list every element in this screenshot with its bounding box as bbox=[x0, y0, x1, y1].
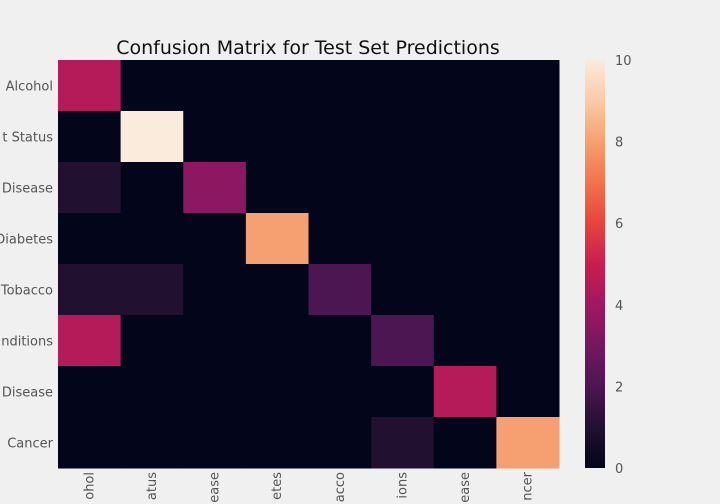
heatmap-cell bbox=[183, 111, 247, 163]
heatmap-cell bbox=[433, 366, 497, 418]
chart-title: Confusion Matrix for Test Set Prediction… bbox=[116, 37, 500, 59]
heatmap-cell bbox=[183, 417, 247, 469]
heatmap-cell bbox=[433, 111, 497, 163]
colorbar-tick-label: 4 bbox=[615, 299, 623, 314]
heatmap-cell bbox=[245, 366, 309, 418]
row-tick-labels: Alcohol t Status Disease Diabetes Tobacco ndi… bbox=[0, 80, 54, 452]
heatmap-cell bbox=[120, 417, 184, 469]
row-tick-label: nditions bbox=[1, 335, 53, 350]
row-tick-label: t Status bbox=[2, 131, 53, 146]
heatmap-cell bbox=[58, 315, 122, 367]
heatmap-cell bbox=[245, 213, 309, 265]
heatmap-cell bbox=[120, 366, 184, 418]
row-tick-label: Cancer bbox=[7, 437, 53, 452]
heatmap-cell bbox=[496, 417, 560, 469]
row-tick-label: Tobacco bbox=[0, 284, 53, 299]
colorbar-tick-label: 0 bbox=[615, 462, 623, 477]
heatmap-cell bbox=[433, 417, 497, 469]
heatmap-cell bbox=[496, 315, 560, 367]
heatmap-cell bbox=[245, 60, 309, 112]
heatmap-cell bbox=[58, 366, 122, 418]
heatmap-cell bbox=[371, 366, 435, 418]
heatmap-cell bbox=[371, 264, 435, 316]
heatmap-cell bbox=[308, 366, 372, 418]
heatmap-cell bbox=[183, 264, 247, 316]
heatmap-cell bbox=[120, 60, 184, 112]
heatmap-cell bbox=[245, 111, 309, 163]
row-tick-label: Disease bbox=[2, 182, 53, 197]
column-tick-labels: ohol atus ease etes acco ions ease ncer bbox=[82, 471, 535, 502]
heatmap-cell bbox=[371, 162, 435, 214]
column-tick-label: etes bbox=[270, 472, 285, 500]
heatmap-cell bbox=[308, 213, 372, 265]
heatmap-cell bbox=[245, 162, 309, 214]
heatmap-cell bbox=[183, 60, 247, 112]
heatmap-cell bbox=[308, 111, 372, 163]
heatmap-cell bbox=[58, 60, 122, 112]
heatmap-cell bbox=[308, 417, 372, 469]
heatmap-cell bbox=[183, 162, 247, 214]
heatmap-cell bbox=[183, 366, 247, 418]
column-tick-label: ease bbox=[458, 472, 473, 503]
column-tick-label: ease bbox=[208, 472, 223, 503]
heatmap-cell bbox=[120, 111, 184, 163]
column-tick-label: acco bbox=[333, 472, 348, 502]
heatmap-cell bbox=[433, 60, 497, 112]
row-tick-label: Disease bbox=[2, 386, 53, 401]
heatmap-cell bbox=[308, 315, 372, 367]
heatmap-cell bbox=[371, 315, 435, 367]
heatmap-cell bbox=[371, 111, 435, 163]
column-tick-label: ohol bbox=[82, 472, 97, 500]
colorbar-tick-label: 6 bbox=[615, 217, 623, 232]
column-tick-label: ncer bbox=[521, 471, 536, 500]
heatmap-cell bbox=[496, 60, 560, 112]
heatmap-cell bbox=[496, 366, 560, 418]
heatmap-cell bbox=[120, 162, 184, 214]
column-tick-label: ions bbox=[395, 472, 410, 499]
heatmap-cell bbox=[496, 213, 560, 265]
heatmap-cell bbox=[58, 162, 122, 214]
heatmap-cell bbox=[496, 264, 560, 316]
heatmap-cell bbox=[58, 417, 122, 469]
heatmap-cell bbox=[371, 417, 435, 469]
heatmap-cell bbox=[120, 213, 184, 265]
heatmap-cell bbox=[433, 213, 497, 265]
heatmap-cell bbox=[245, 264, 309, 316]
heatmap-grid bbox=[58, 60, 560, 469]
column-tick-label: atus bbox=[145, 472, 160, 500]
colorbar-gradient bbox=[585, 60, 605, 468]
heatmap-cell bbox=[120, 264, 184, 316]
heatmap-cell bbox=[245, 315, 309, 367]
heatmap-cell bbox=[58, 264, 122, 316]
heatmap-cell bbox=[433, 162, 497, 214]
heatmap-cell bbox=[496, 162, 560, 214]
heatmap-cell bbox=[371, 213, 435, 265]
heatmap-cell bbox=[183, 213, 247, 265]
heatmap-cell bbox=[308, 162, 372, 214]
row-tick-label: Alcohol bbox=[6, 80, 53, 95]
colorbar-tick-label: 8 bbox=[615, 136, 623, 151]
heatmap-cell bbox=[58, 111, 122, 163]
heatmap-cell bbox=[371, 60, 435, 112]
colorbar-tick-label: 10 bbox=[615, 54, 632, 69]
heatmap-cell bbox=[433, 264, 497, 316]
heatmap-cell bbox=[58, 213, 122, 265]
row-tick-label: Diabetes bbox=[0, 233, 53, 248]
heatmap-cell bbox=[308, 60, 372, 112]
heatmap-cell bbox=[496, 111, 560, 163]
colorbar: 0 2 4 6 8 10 bbox=[585, 54, 632, 477]
heatmap-cell bbox=[433, 315, 497, 367]
heatmap-cell bbox=[245, 417, 309, 469]
colorbar-tick-label: 2 bbox=[615, 380, 623, 395]
heatmap-cell bbox=[308, 264, 372, 316]
heatmap-cell bbox=[183, 315, 247, 367]
heatmap-cell bbox=[120, 315, 184, 367]
